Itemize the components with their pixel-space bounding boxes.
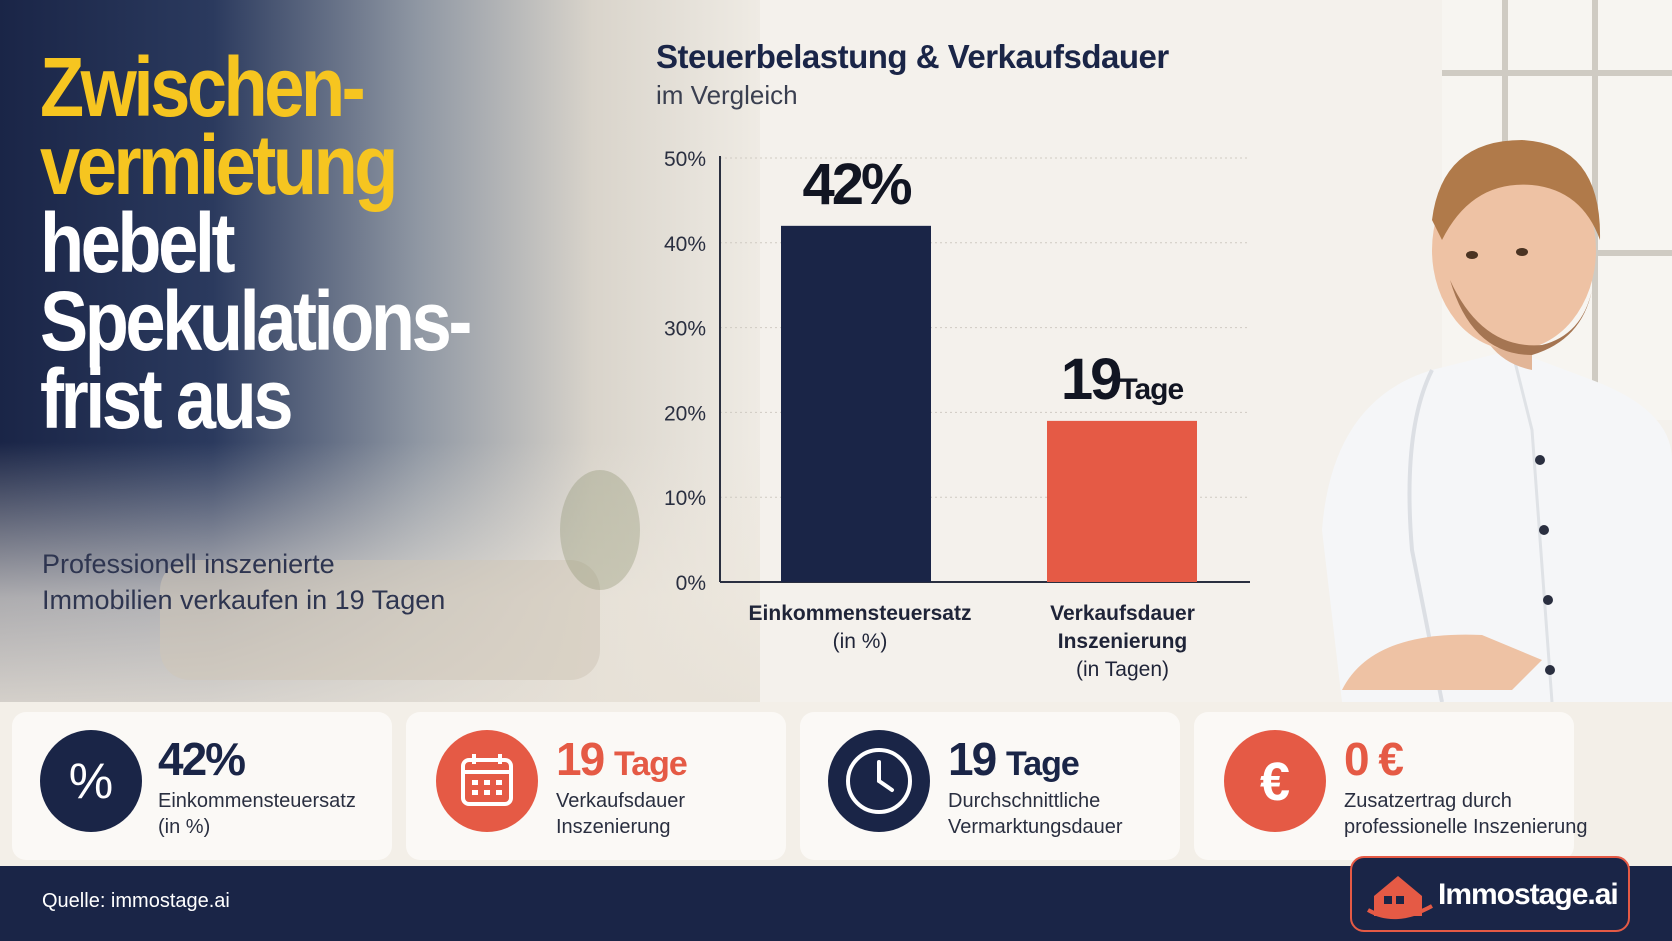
bar-2 [1047,420,1197,582]
stat-value-1: 42% [158,733,246,785]
data-label-2: 19Tage [1061,347,1184,412]
stat-value-4: 0 € [1344,733,1404,785]
category-label-sub: (in Tagen) [1075,658,1169,681]
y-tick-label: 40% [664,233,706,256]
bar-chart: 0% 10% 20% 30% 40% 50% 42% 19Tage [664,148,1250,595]
subline: Professionell inszenierte Immobilien ver… [42,546,562,618]
category-label-main: Verkaufsdauer Inszenierung [1050,602,1195,653]
headline-line-3: hebelt [40,196,236,290]
stat-desc-4: Zusatzertrag durch professionelle Inszeni… [1344,790,1588,838]
headline-line-5: frist aus [40,352,294,446]
data-label-unit: Tage [1119,373,1183,406]
background-plant [560,470,640,590]
subline-line-2: Immobilien verkaufen in 19 Tagen [42,585,446,615]
y-tick-label: 10% [664,487,706,510]
bar-1 [781,225,931,582]
businessman-photo [1322,140,1672,702]
chart-title: Steuerbelastung & Verkaufsdauer [656,38,1169,75]
y-tick-label: 30% [664,318,706,341]
stat-desc-3: Durchschnittliche Vermarktungsdauer [948,790,1123,838]
stat-desc-1: Einkommensteuersatz (in %) [158,790,356,838]
headline-line-2: vermietung [40,118,398,212]
y-tick-label: 50% [664,148,706,171]
house-logo-icon [1367,876,1433,920]
svg-text:€: € [1260,752,1290,812]
headline-line-1: Zwischen- [40,40,366,134]
calendar-icon [436,730,538,832]
stat-value-2: 19 Tage [556,733,688,785]
background-sofa [160,560,600,680]
y-tick-label: 20% [664,402,706,425]
percent-icon: % [40,730,142,832]
category-label-sub: (in %) [832,630,888,653]
chart-subtitle: im Vergleich [656,80,798,110]
data-label-1: 42% [802,152,912,217]
headline: Zwischen- vermietung hebelt Spekulations… [40,40,522,446]
subline-line-1: Professionell inszenierte [42,549,335,579]
source-text: Quelle: immostage.ai [42,890,230,912]
svg-text:%: % [69,753,113,809]
euro-icon: € [1224,730,1326,832]
headline-line-4: Spekulations- [40,274,472,368]
y-tick-label: 0% [676,572,706,595]
category-label-einkommensteuersatz: Einkommensteuersatz (in %) [720,600,1000,656]
brand-name: Immostage.ai [1438,878,1619,911]
stat-desc-2: Verkaufsdauer Inszenierung [556,790,685,838]
category-label-main: Einkommensteuersatz [748,602,972,625]
clock-icon [828,730,930,832]
stat-value-3: 19 Tage [948,733,1080,785]
category-label-verkaufsdauer: Verkaufsdauer Inszenierung (in Tagen) [1010,600,1235,684]
brand-logo[interactable] [1350,856,1630,932]
